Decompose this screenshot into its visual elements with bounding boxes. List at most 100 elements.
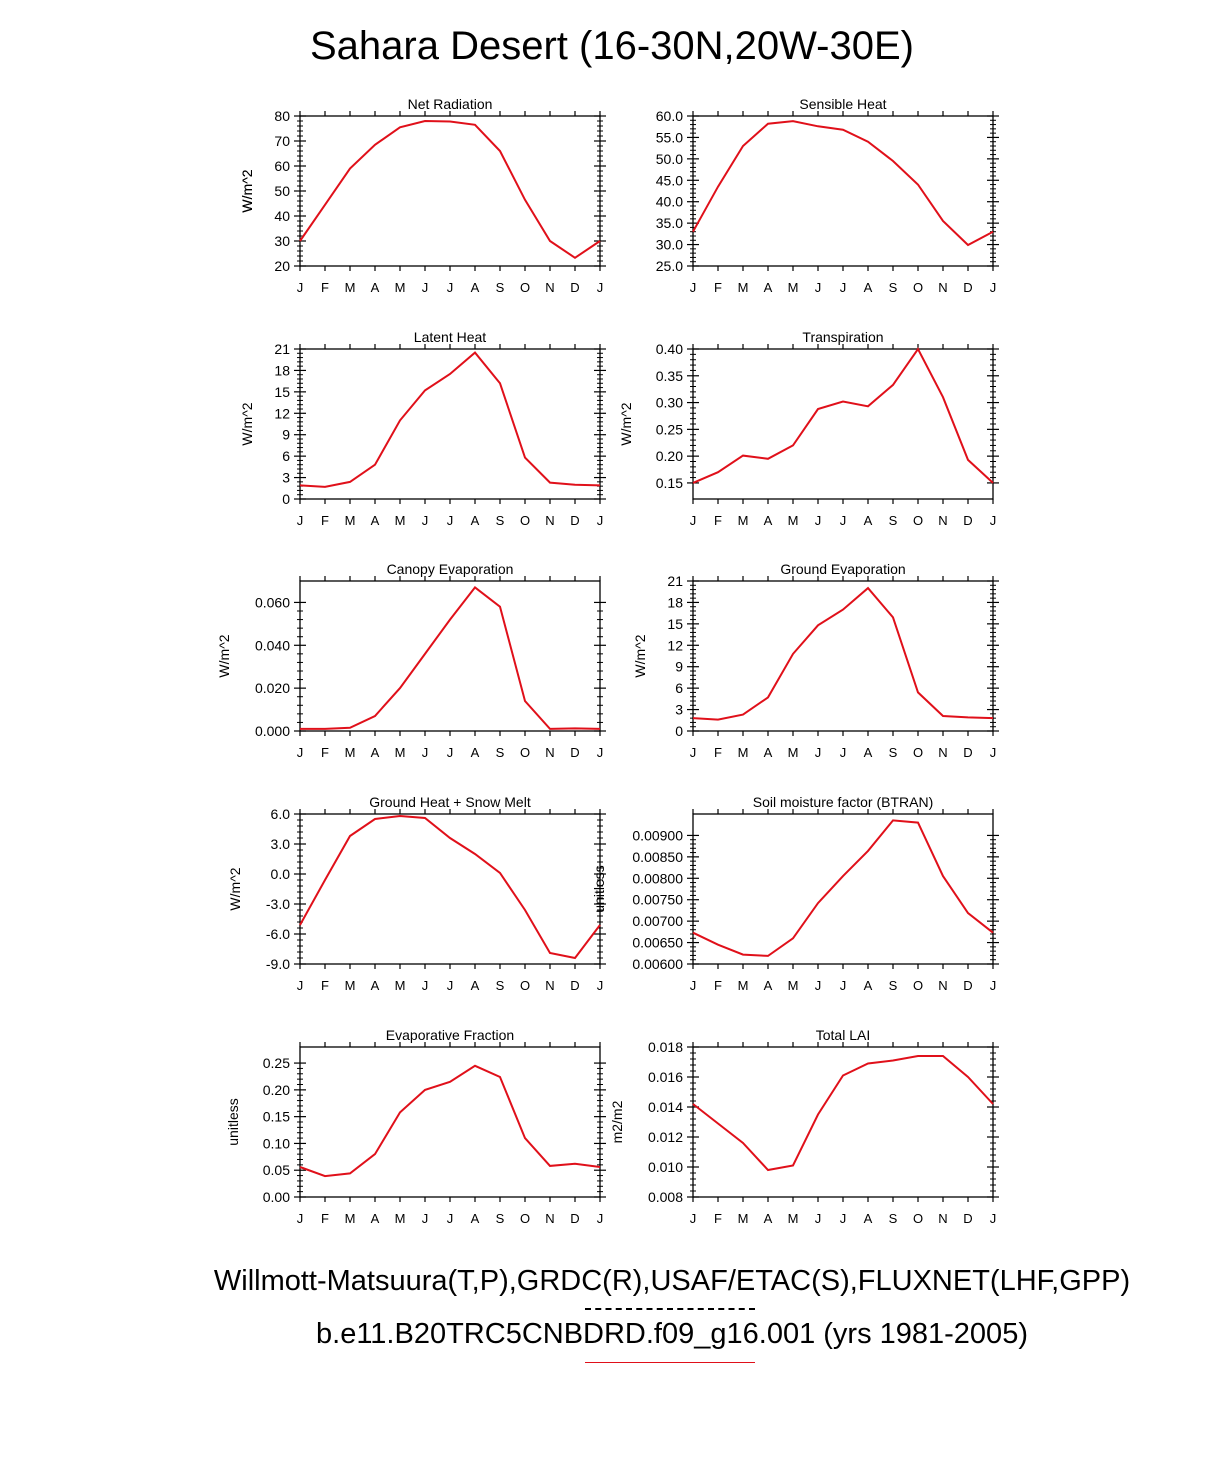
x-tick-label: D bbox=[570, 280, 579, 295]
x-tick-label: D bbox=[570, 745, 579, 760]
panel-title: Ground Heat + Snow Melt bbox=[369, 794, 531, 810]
y-tick-label: 0.00700 bbox=[632, 913, 683, 929]
x-tick-label: O bbox=[913, 280, 923, 295]
series-line bbox=[299, 814, 601, 960]
x-tick-label: J bbox=[815, 1211, 822, 1226]
x-tick-label: J bbox=[297, 1211, 304, 1226]
x-tick-label: J bbox=[447, 1211, 454, 1226]
y-tick-label: 21 bbox=[274, 341, 290, 357]
series-line bbox=[692, 120, 994, 247]
y-tick-label: 3 bbox=[282, 470, 290, 486]
x-tick-label: M bbox=[345, 745, 356, 760]
y-tick-label: 40 bbox=[274, 208, 290, 224]
y-tick-label: 60.0 bbox=[656, 108, 683, 124]
x-tick-label: N bbox=[938, 280, 947, 295]
y-tick-label: 0.008 bbox=[648, 1189, 683, 1205]
x-tick-label: M bbox=[788, 280, 799, 295]
x-tick-label: A bbox=[764, 978, 773, 993]
y-tick-label: 0.020 bbox=[255, 680, 290, 696]
x-tick-label: J bbox=[840, 1211, 847, 1226]
series-line bbox=[692, 347, 994, 484]
x-tick-label: S bbox=[889, 1211, 898, 1226]
x-tick-label: N bbox=[545, 1211, 554, 1226]
x-tick-label: J bbox=[815, 280, 822, 295]
x-tick-label: O bbox=[520, 745, 530, 760]
y-tick-label: 21 bbox=[667, 573, 683, 589]
panel-title: Ground Evaporation bbox=[780, 561, 905, 577]
x-tick-label: S bbox=[889, 978, 898, 993]
x-tick-label: S bbox=[889, 513, 898, 528]
panel-title: Latent Heat bbox=[414, 329, 486, 345]
x-tick-label: J bbox=[597, 1211, 604, 1226]
x-tick-label: A bbox=[471, 280, 480, 295]
y-tick-label: 50 bbox=[274, 183, 290, 199]
y-tick-label: 25.0 bbox=[656, 258, 683, 274]
x-tick-label: A bbox=[371, 745, 380, 760]
y-axis-label: W/m^2 bbox=[227, 867, 243, 910]
data-sources-line: Willmott-Matsuura(T,P),GRDC(R),USAF/ETAC… bbox=[213, 1265, 1131, 1297]
panel-title: Net Radiation bbox=[408, 96, 493, 112]
y-tick-label: -9.0 bbox=[266, 956, 290, 972]
x-tick-label: M bbox=[345, 978, 356, 993]
plot-frame bbox=[692, 348, 994, 500]
x-tick-label: F bbox=[321, 745, 329, 760]
x-tick-label: N bbox=[545, 280, 554, 295]
y-tick-label: 20 bbox=[274, 258, 290, 274]
x-tick-label: A bbox=[764, 745, 773, 760]
x-tick-label: F bbox=[714, 1211, 722, 1226]
y-tick-label: 12 bbox=[274, 405, 290, 421]
y-tick-label: 0.30 bbox=[656, 395, 683, 411]
x-tick-label: M bbox=[788, 1211, 799, 1226]
x-tick-label: J bbox=[840, 280, 847, 295]
x-tick-label: F bbox=[714, 745, 722, 760]
x-tick-label: M bbox=[788, 745, 799, 760]
x-tick-label: N bbox=[545, 978, 554, 993]
x-tick-label: A bbox=[764, 280, 773, 295]
x-tick-label: F bbox=[321, 513, 329, 528]
y-axis-label: W/m^2 bbox=[216, 634, 232, 677]
x-tick-label: J bbox=[297, 745, 304, 760]
x-tick-label: A bbox=[371, 1211, 380, 1226]
x-tick-label: A bbox=[471, 1211, 480, 1226]
figure-title: Sahara Desert (16-30N,20W-30E) bbox=[310, 24, 914, 68]
x-tick-label: J bbox=[297, 978, 304, 993]
x-tick-label: M bbox=[738, 745, 749, 760]
x-tick-label: J bbox=[815, 745, 822, 760]
y-tick-label: 0.010 bbox=[648, 1159, 683, 1175]
x-tick-label: J bbox=[990, 513, 997, 528]
x-tick-label: S bbox=[496, 978, 505, 993]
y-tick-label: 3.0 bbox=[271, 836, 291, 852]
y-tick-label: 80 bbox=[274, 108, 290, 124]
case-name-line: b.e11.B20TRC5CNBDRD.f09_g16.001 (yrs 198… bbox=[316, 1318, 1028, 1350]
series-line bbox=[299, 1064, 601, 1178]
x-tick-label: J bbox=[990, 280, 997, 295]
y-tick-label: 0.040 bbox=[255, 637, 290, 653]
x-tick-label: J bbox=[297, 513, 304, 528]
x-tick-label: F bbox=[321, 1211, 329, 1226]
x-tick-label: N bbox=[545, 513, 554, 528]
x-tick-label: J bbox=[422, 513, 429, 528]
x-tick-label: N bbox=[938, 1211, 947, 1226]
x-tick-label: M bbox=[738, 280, 749, 295]
y-tick-label: 9 bbox=[675, 659, 683, 675]
plot-frame bbox=[299, 813, 601, 965]
y-axis-label: W/m^2 bbox=[239, 402, 255, 445]
x-tick-label: J bbox=[447, 280, 454, 295]
x-tick-label: S bbox=[496, 745, 505, 760]
x-tick-label: O bbox=[913, 978, 923, 993]
x-tick-label: F bbox=[714, 978, 722, 993]
y-tick-label: 30.0 bbox=[656, 237, 683, 253]
x-tick-label: F bbox=[714, 513, 722, 528]
y-tick-label: 0.0 bbox=[271, 866, 291, 882]
plot-frame bbox=[692, 580, 994, 732]
x-tick-label: A bbox=[471, 513, 480, 528]
y-tick-label: 0.00600 bbox=[632, 956, 683, 972]
y-tick-label: 6 bbox=[675, 680, 683, 696]
series-line bbox=[299, 351, 601, 488]
y-axis-label: unitless bbox=[591, 865, 607, 912]
x-tick-label: N bbox=[545, 745, 554, 760]
